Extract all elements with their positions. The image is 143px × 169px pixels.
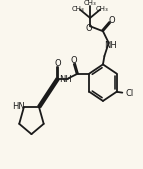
Text: NH: NH <box>59 75 71 84</box>
Text: CH₃: CH₃ <box>96 6 109 12</box>
Text: O: O <box>70 56 77 65</box>
Text: O: O <box>55 59 61 68</box>
Text: CH₃: CH₃ <box>84 0 97 6</box>
Text: O: O <box>85 24 92 33</box>
Text: NH: NH <box>104 41 117 50</box>
Text: CH₃: CH₃ <box>72 6 84 12</box>
Text: O: O <box>109 16 116 25</box>
Text: Cl: Cl <box>126 89 134 98</box>
Text: HN: HN <box>13 102 25 111</box>
